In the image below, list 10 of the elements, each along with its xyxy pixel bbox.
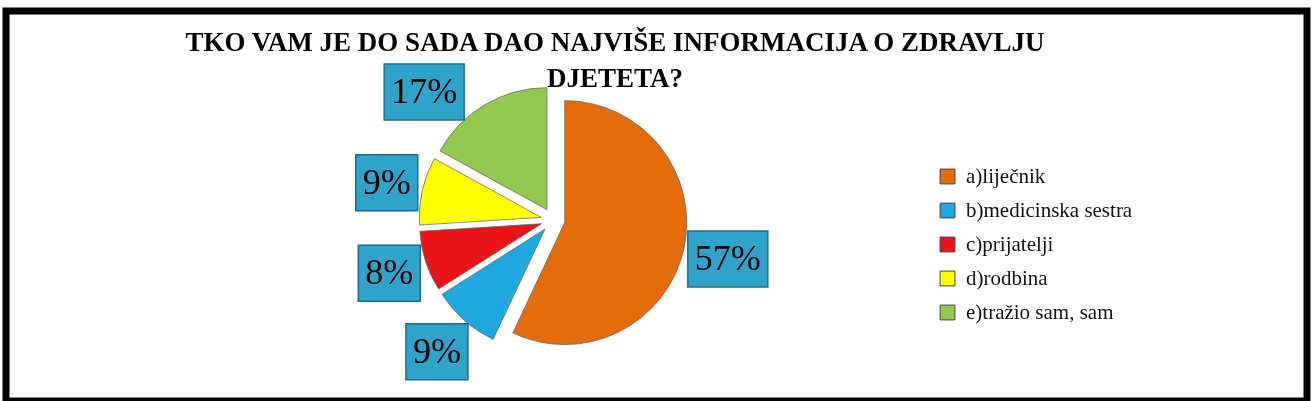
legend-label: d)rodbina (966, 265, 1049, 290)
legend-label: c)prijatelji (966, 231, 1054, 256)
data-label: 17% (391, 71, 458, 111)
legend-label: a)liječnik (966, 163, 1046, 188)
legend-label: e)tražio sam, sam (966, 299, 1114, 324)
legend-label: b)medicinska sestra (966, 197, 1133, 222)
data-label: 9% (412, 330, 461, 371)
data-label: 9% (362, 161, 411, 202)
data-label: 8% (365, 252, 414, 293)
data-label: 57% (694, 238, 761, 279)
